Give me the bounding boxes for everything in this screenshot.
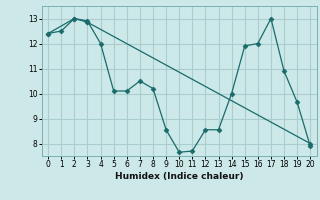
X-axis label: Humidex (Indice chaleur): Humidex (Indice chaleur) bbox=[115, 172, 244, 181]
